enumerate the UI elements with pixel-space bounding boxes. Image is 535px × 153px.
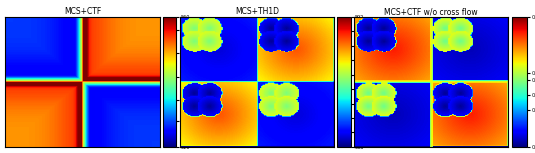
Title: MCS+TH1D: MCS+TH1D: [235, 7, 279, 16]
Title: MCS+CTF: MCS+CTF: [64, 7, 101, 16]
Title: MCS+CTF w/o cross flow: MCS+CTF w/o cross flow: [384, 7, 478, 16]
